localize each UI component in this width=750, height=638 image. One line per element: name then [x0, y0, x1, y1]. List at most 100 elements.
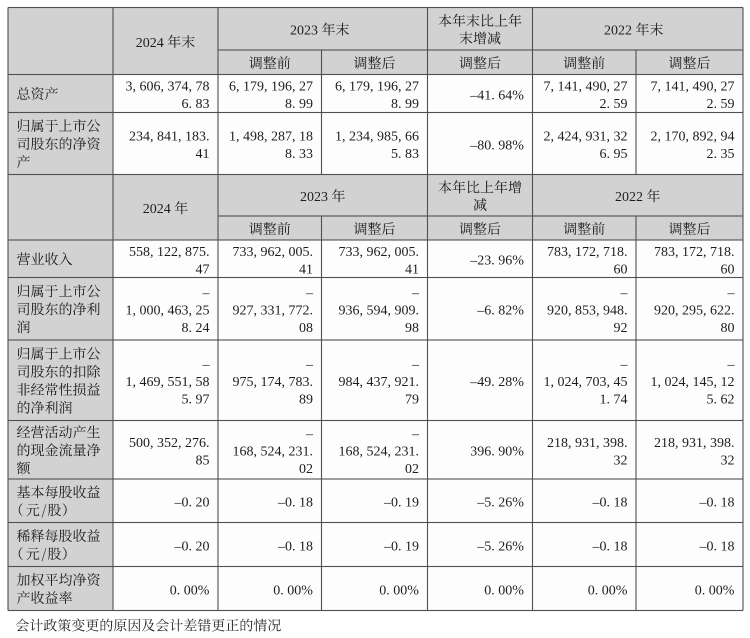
svg-text:7, 141, 490, 27: 7, 141, 490, 27 [651, 80, 735, 95]
svg-text:32: 32 [721, 453, 735, 468]
svg-text:–0. 18: –0. 18 [592, 496, 628, 511]
svg-text:47: 47 [196, 262, 210, 277]
svg-text:2, 424, 931, 32: 2, 424, 931, 32 [544, 130, 628, 145]
svg-text:–: – [202, 286, 211, 301]
svg-text:234, 841, 183.: 234, 841, 183. [129, 130, 210, 145]
svg-text:0. 00%: 0. 00% [695, 583, 735, 598]
svg-text:3, 606, 374, 78: 3, 606, 374, 78 [126, 80, 210, 95]
svg-text:60: 60 [721, 262, 735, 277]
svg-text:984, 437, 921.: 984, 437, 921. [339, 375, 420, 390]
svg-text:2023: 2023 [290, 24, 318, 39]
svg-text:2022: 2022 [604, 24, 632, 39]
svg-text:0. 00%: 0. 00% [273, 583, 313, 598]
svg-text:92: 92 [614, 321, 628, 336]
svg-text:1, 024, 703, 45: 1, 024, 703, 45 [544, 375, 628, 390]
svg-text:0. 00%: 0. 00% [484, 583, 524, 598]
svg-text:500, 352, 276.: 500, 352, 276. [129, 436, 210, 451]
svg-text:–0. 18: –0. 18 [277, 496, 313, 511]
svg-text:–: – [620, 358, 629, 373]
svg-text:89: 89 [299, 393, 313, 408]
svg-text:2023: 2023 [300, 190, 328, 205]
svg-text:936, 594, 909.: 936, 594, 909. [339, 304, 420, 319]
svg-text:1, 024, 145, 12: 1, 024, 145, 12 [651, 375, 735, 390]
svg-text:8. 99: 8. 99 [285, 97, 313, 112]
svg-text:02: 02 [299, 462, 313, 477]
svg-text:–: – [620, 286, 629, 301]
svg-text:6, 179, 196, 27: 6, 179, 196, 27 [229, 80, 313, 95]
svg-text:–5. 26%: –5. 26% [476, 539, 524, 554]
svg-text:–: – [305, 358, 314, 373]
svg-text:733, 962, 005.: 733, 962, 005. [339, 245, 420, 260]
svg-text:–0. 18: –0. 18 [699, 496, 735, 511]
svg-text:920, 853, 948.: 920, 853, 948. [547, 304, 628, 319]
svg-text:–: – [411, 427, 420, 442]
svg-text:1, 000, 463, 25: 1, 000, 463, 25 [126, 304, 210, 319]
svg-text:2024: 2024 [143, 202, 171, 217]
svg-text:1. 74: 1. 74 [600, 393, 628, 408]
svg-text:733, 962, 005.: 733, 962, 005. [233, 245, 314, 260]
svg-text:41: 41 [196, 147, 210, 162]
svg-text:6. 83: 6. 83 [182, 97, 210, 112]
svg-text:168, 524, 231.: 168, 524, 231. [233, 445, 314, 460]
svg-text:6, 179, 196, 27: 6, 179, 196, 27 [335, 80, 419, 95]
svg-text:218, 931, 398.: 218, 931, 398. [547, 436, 628, 451]
svg-text:98: 98 [405, 321, 419, 336]
svg-text:8. 33: 8. 33 [285, 147, 313, 162]
svg-text:2, 170, 892, 94: 2, 170, 892, 94 [651, 130, 735, 145]
svg-text:168, 524, 231.: 168, 524, 231. [339, 445, 420, 460]
svg-text:2. 59: 2. 59 [707, 97, 735, 112]
svg-text:6. 95: 6. 95 [600, 147, 628, 162]
svg-text:1, 469, 551, 58: 1, 469, 551, 58 [126, 375, 210, 390]
svg-text:396. 90%: 396. 90% [470, 445, 524, 460]
svg-text:–0. 19: –0. 19 [383, 496, 419, 511]
svg-text:–0. 18: –0. 18 [277, 539, 313, 554]
svg-text:41: 41 [405, 262, 419, 277]
svg-text:–0. 19: –0. 19 [383, 539, 419, 554]
svg-text:–49. 28%: –49. 28% [469, 375, 524, 390]
svg-text:5. 97: 5. 97 [182, 393, 210, 408]
svg-text:–0. 18: –0. 18 [699, 539, 735, 554]
svg-text:2. 59: 2. 59 [600, 97, 628, 112]
svg-text:–80. 98%: –80. 98% [469, 138, 524, 153]
svg-text:975, 174, 783.: 975, 174, 783. [233, 375, 314, 390]
svg-text:5. 62: 5. 62 [707, 393, 735, 408]
svg-text:–23. 96%: –23. 96% [469, 254, 524, 269]
svg-text:2. 35: 2. 35 [707, 147, 735, 162]
svg-text:0. 00%: 0. 00% [379, 583, 419, 598]
svg-text:–41. 64%: –41. 64% [469, 88, 524, 103]
svg-text:80: 80 [721, 321, 735, 336]
svg-text:–6. 82%: –6. 82% [476, 304, 524, 319]
svg-text:–0. 18: –0. 18 [592, 539, 628, 554]
svg-text:–0. 20: –0. 20 [174, 496, 210, 511]
svg-text:–5. 26%: –5. 26% [476, 496, 524, 511]
svg-text:–: – [411, 286, 420, 301]
svg-text:08: 08 [299, 321, 313, 336]
svg-text:783, 172, 718.: 783, 172, 718. [654, 245, 735, 260]
svg-text:–0. 20: –0. 20 [174, 539, 210, 554]
svg-text:927, 331, 772.: 927, 331, 772. [233, 304, 314, 319]
svg-text:79: 79 [405, 393, 419, 408]
svg-text:920, 295, 622.: 920, 295, 622. [654, 304, 735, 319]
svg-text:783, 172, 718.: 783, 172, 718. [547, 245, 628, 260]
svg-text:60: 60 [614, 262, 628, 277]
svg-text:–: – [305, 427, 314, 442]
svg-text:8. 24: 8. 24 [182, 321, 210, 336]
svg-text:1, 498, 287, 18: 1, 498, 287, 18 [229, 130, 313, 145]
svg-text:–: – [411, 358, 420, 373]
svg-text:–: – [727, 358, 736, 373]
svg-text:8. 99: 8. 99 [391, 97, 419, 112]
svg-text:0. 00%: 0. 00% [170, 583, 210, 598]
svg-text:558, 122, 875.: 558, 122, 875. [129, 245, 210, 260]
svg-text:2024: 2024 [136, 36, 164, 51]
svg-text:7, 141, 490, 27: 7, 141, 490, 27 [544, 80, 628, 95]
svg-text:5. 83: 5. 83 [391, 147, 419, 162]
svg-text:–: – [727, 286, 736, 301]
svg-text:2022: 2022 [615, 190, 643, 205]
svg-text:0. 00%: 0. 00% [588, 583, 628, 598]
svg-text:1, 234, 985, 66: 1, 234, 985, 66 [335, 130, 419, 145]
svg-text:218, 931, 398.: 218, 931, 398. [654, 436, 735, 451]
svg-text:–: – [305, 286, 314, 301]
svg-text:–: – [202, 358, 211, 373]
svg-text:32: 32 [614, 453, 628, 468]
svg-text:85: 85 [196, 453, 210, 468]
